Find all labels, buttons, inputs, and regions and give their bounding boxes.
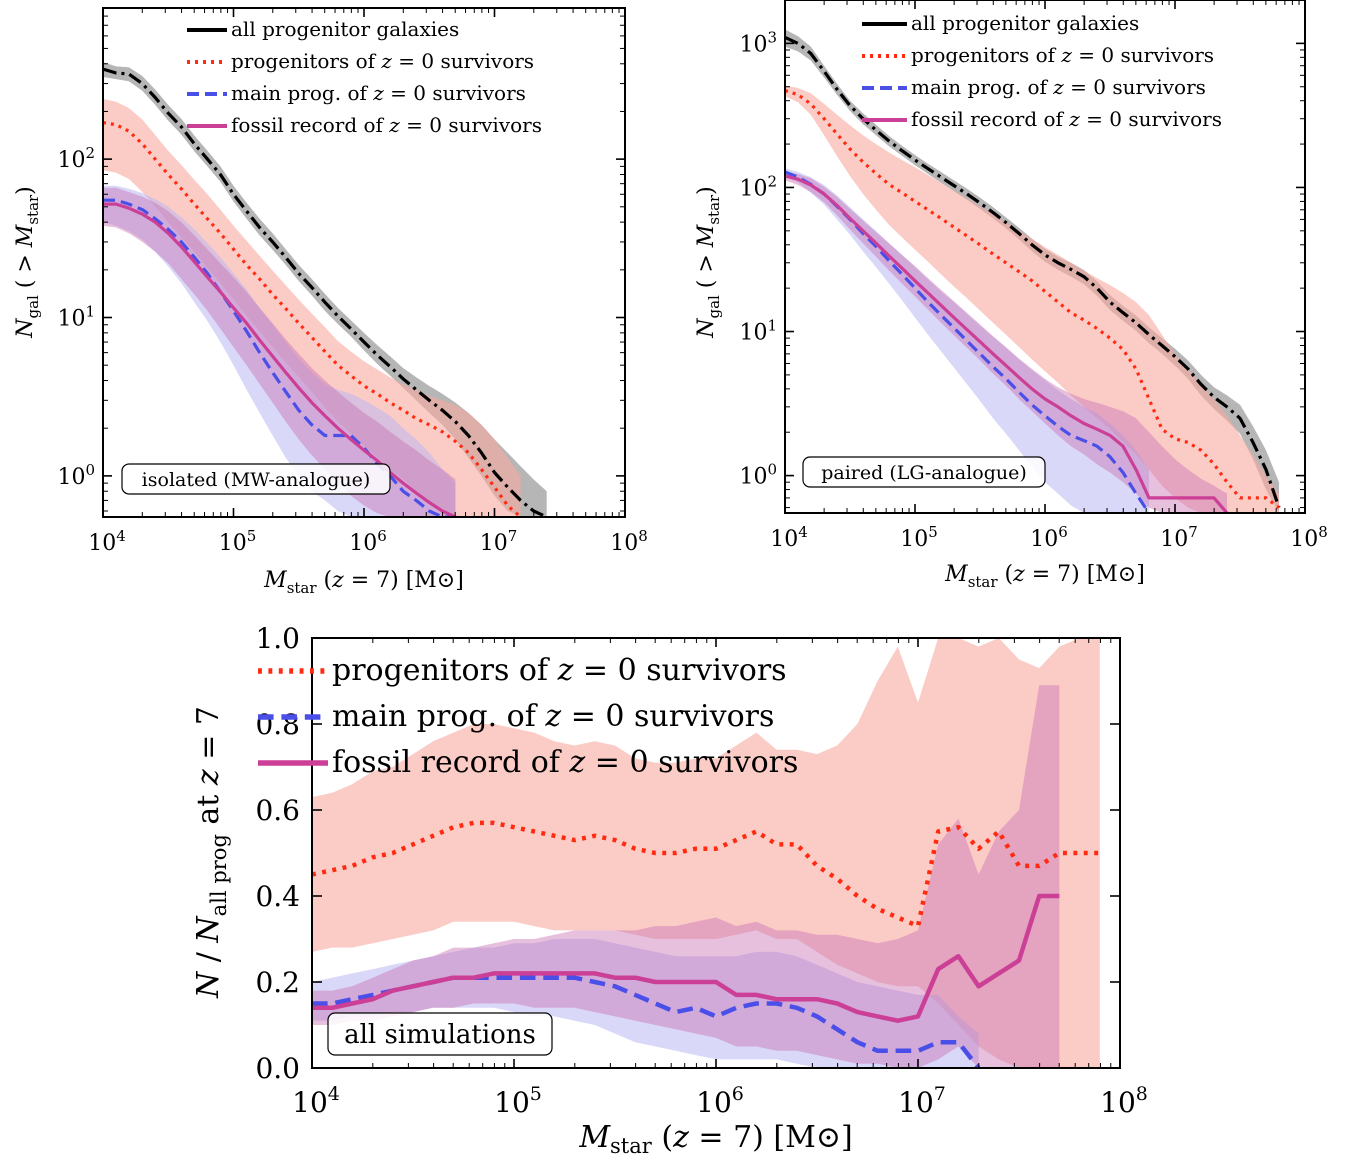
x-axis-label: Mstar (z = 7) [M⊙] (944, 562, 1145, 591)
annotation-box (121, 463, 391, 495)
line-main (103, 198, 456, 517)
line-fossil (312, 893, 1060, 1023)
y-tick-label: 0.2 (255, 966, 300, 999)
annotation-label: isolated (MW-analogue) (142, 469, 371, 491)
x-tick-label: 108 (1290, 523, 1328, 552)
plot-area (785, 29, 1281, 513)
legend-label-fossil: fossil record of z = 0 survivors (231, 113, 542, 137)
annotation-box (327, 1012, 553, 1056)
legend-label-prog: progenitors of z = 0 survivors (911, 43, 1214, 67)
y-tick-label: 103 (739, 28, 777, 57)
annotation-label: paired (LG-analogue) (821, 462, 1027, 484)
plot-area (103, 62, 548, 517)
x-tick-label: 106 (696, 1083, 744, 1119)
band-main (103, 185, 456, 517)
annotation-box (802, 456, 1046, 488)
legend-label-fossil: fossil record of z = 0 survivors (332, 745, 798, 780)
legend-label-fossil: fossil record of z = 0 survivors (911, 107, 1222, 131)
y-tick-label: 101 (739, 317, 777, 346)
y-tick-label: 102 (739, 172, 777, 201)
y-axis-label: Ngal ( > Mstar) (13, 186, 42, 339)
x-tick-label: 105 (219, 527, 257, 556)
y-tick-label: 101 (57, 303, 95, 332)
band-prog (785, 85, 1279, 513)
y-tick-label: 0.0 (255, 1052, 300, 1085)
band-main (312, 939, 979, 1068)
band-prog (103, 98, 521, 517)
x-axis-label: Mstar (z = 7) [M⊙] (578, 1120, 852, 1158)
x-tick-label: 104 (770, 523, 808, 552)
band-prog (312, 638, 1100, 1068)
x-tick-label: 107 (1160, 523, 1198, 552)
legend-label-main: main prog. of z = 0 survivors (911, 75, 1206, 99)
band-main (785, 168, 1149, 513)
y-axis-label: Ngal ( > Mstar) (694, 186, 723, 339)
legend-label-main: main prog. of z = 0 survivors (332, 699, 774, 734)
x-tick-label: 105 (494, 1083, 542, 1119)
x-tick-label: 107 (898, 1083, 946, 1119)
x-tick-label: 107 (480, 527, 518, 556)
y-tick-label: 100 (739, 461, 777, 490)
line-all (785, 35, 1281, 509)
chart-panel-bottom: 104 105 106 107 108 0.0 0.2 0.4 0.6 0.8 1.0 Mstar (… (191, 622, 1148, 1158)
band-fossil (103, 187, 456, 517)
line-prog (785, 89, 1280, 509)
x-tick-label: 104 (292, 1083, 340, 1119)
annotation-label: all simulations (344, 1020, 536, 1050)
x-tick-label: 104 (88, 527, 126, 556)
y-axis-label: N / Nall prog at z = 7 (191, 706, 231, 999)
line-all (103, 67, 548, 517)
legend-label-main: main prog. of z = 0 survivors (231, 81, 526, 105)
y-tick-label: 0.8 (255, 708, 300, 741)
line-main (312, 975, 981, 1068)
x-axis-label: Mstar (z = 7) [M⊙] (263, 568, 464, 597)
x-tick-label: 108 (1100, 1083, 1148, 1119)
x-tick-label: 105 (900, 523, 938, 552)
x-tick-label: 108 (610, 527, 648, 556)
x-tick-label: 106 (349, 527, 387, 556)
legend-label-prog: progenitors of z = 0 survivors (332, 653, 787, 688)
legend-label-all: all progenitor galaxies (911, 11, 1139, 35)
line-prog (312, 820, 1100, 929)
line-fossil (103, 202, 457, 517)
y-tick-label: 100 (57, 461, 95, 490)
plot-area (312, 638, 1100, 1068)
y-tick-label: 0.4 (255, 880, 300, 913)
band-fossil (785, 172, 1227, 513)
x-tick-label: 106 (1030, 523, 1068, 552)
y-tick-label: 0.6 (255, 794, 300, 827)
legend-label-all: all progenitor galaxies (231, 17, 459, 41)
chart-panel-top-right: 104 105 106 107 108 100 101 102 103 Mstar (z = 7)… (694, 0, 1328, 591)
line-fossil (785, 174, 1229, 513)
legend-label-prog: progenitors of z = 0 survivors (231, 49, 534, 73)
y-tick-label: 1.0 (255, 622, 300, 655)
chart-panel-top-left: 104 105 106 107 108 100 101 102 Mstar (z = 7) [M… (13, 7, 648, 597)
y-tick-label: 102 (57, 144, 95, 173)
